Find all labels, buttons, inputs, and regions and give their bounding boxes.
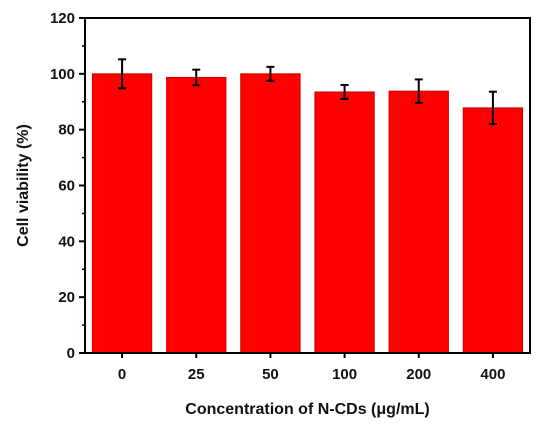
bars-layer <box>91 73 524 354</box>
y-tick-label: 60 <box>58 178 75 195</box>
y-tick-label: 80 <box>58 122 75 139</box>
y-tick-label: 20 <box>58 289 75 306</box>
x-tick-label: 0 <box>118 366 126 383</box>
bar-50 <box>240 73 301 354</box>
x-tick-label: 100 <box>332 366 357 383</box>
x-axis-ticks: 0 25 50 100 200 400 <box>118 353 505 383</box>
x-tick-label: 25 <box>188 366 205 383</box>
error-bar-50 <box>266 65 275 82</box>
y-axis-title: Cell viability (%) <box>15 124 32 247</box>
y-tick-label: 40 <box>58 233 75 250</box>
y-axis-ticks: 0 20 40 60 80 100 120 <box>50 10 85 362</box>
x-tick-label: 50 <box>262 366 279 383</box>
error-bar-25 <box>192 68 201 87</box>
x-tick-label: 200 <box>406 366 431 383</box>
bar-200 <box>388 90 449 354</box>
bar-25 <box>166 76 227 354</box>
y-tick-label: 0 <box>67 345 75 362</box>
error-bar-100 <box>340 84 349 100</box>
bar-100 <box>314 91 375 354</box>
bar-400 <box>462 107 524 354</box>
y-tick-label: 100 <box>50 66 75 83</box>
error-bars-layer <box>118 58 497 126</box>
x-tick-label: 400 <box>480 366 505 383</box>
error-bar-400 <box>488 90 497 126</box>
y-tick-label: 120 <box>50 10 75 27</box>
x-axis-title: Concentration of N-CDs (μg/mL) <box>185 401 429 418</box>
error-bar-0 <box>118 58 127 90</box>
error-bar-200 <box>414 78 423 104</box>
bar-0 <box>91 73 153 354</box>
